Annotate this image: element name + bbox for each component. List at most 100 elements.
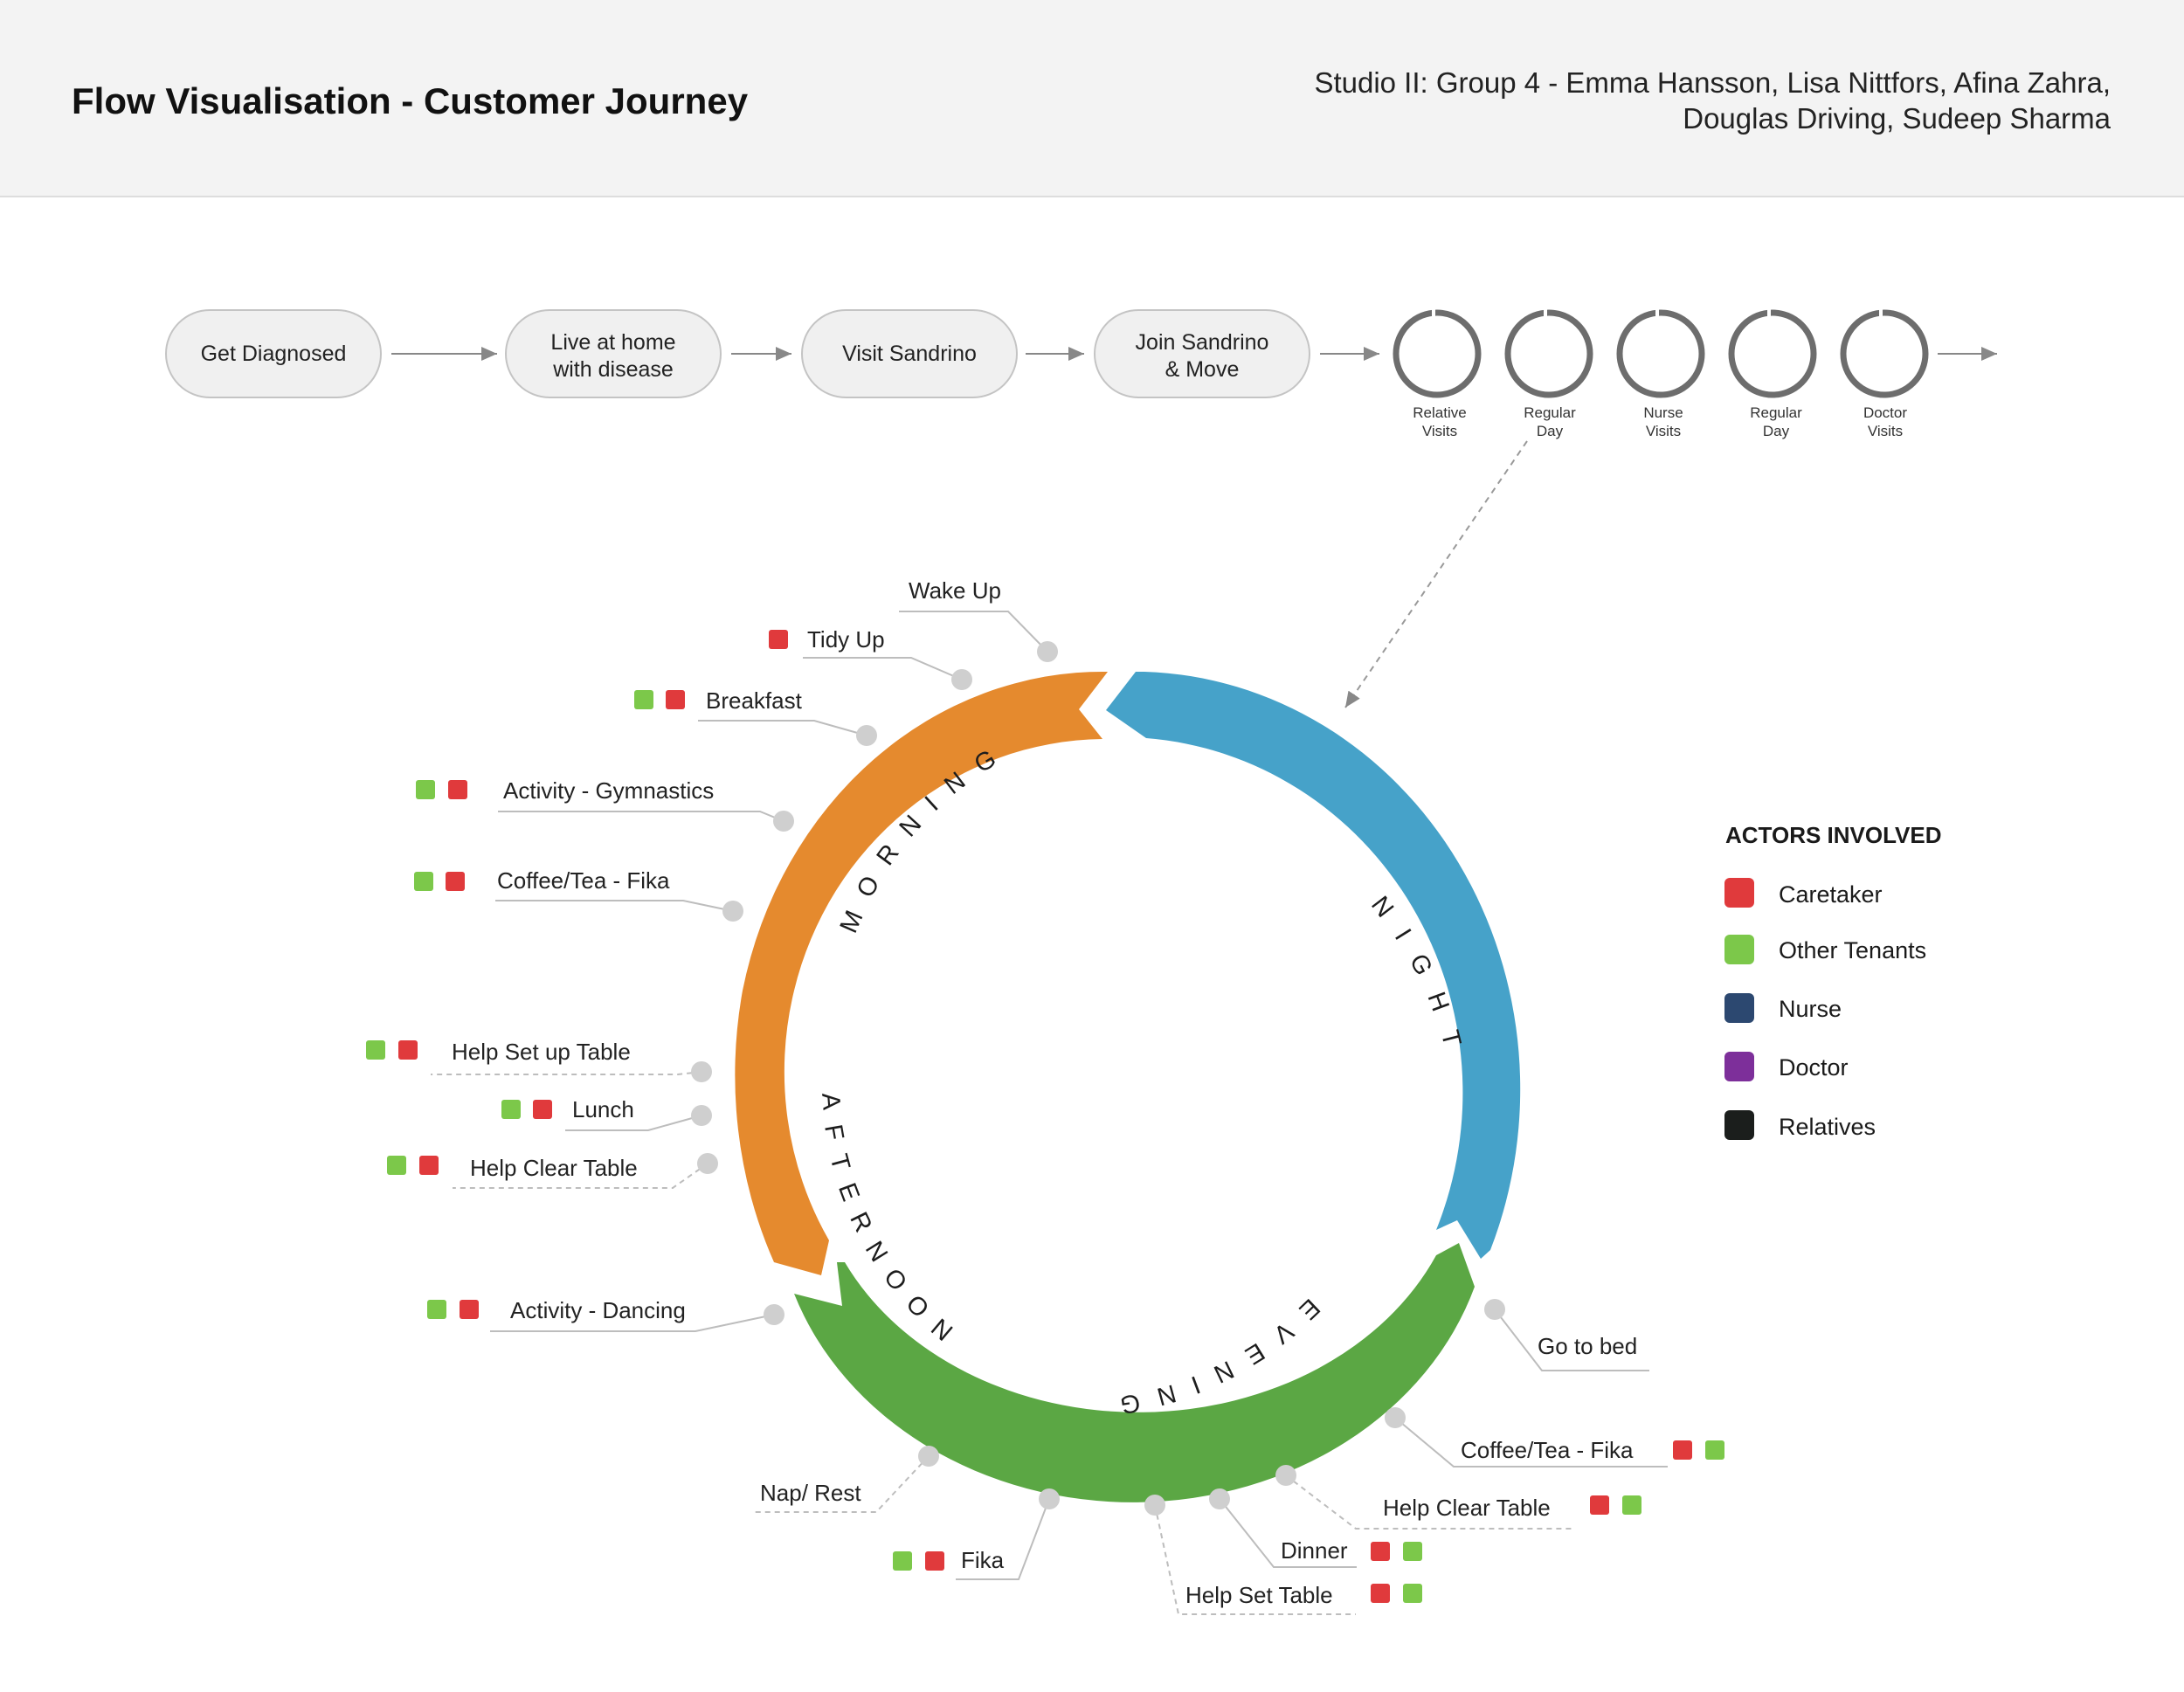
actor-other-tenants-marker [414,872,433,891]
credits-line-2: Douglas Driving, Sudeep Sharma [1683,102,2111,135]
activity-annotation[interactable]: Breakfast [634,687,877,746]
journey-step[interactable]: Get Diagnosed [165,309,382,398]
actor-caretaker-marker [448,780,467,799]
cycle-item[interactable]: Regular Day [1728,307,1817,439]
cycle-item[interactable]: Nurse Visits [1616,307,1705,439]
activity-label: Activity - Dancing [510,1297,686,1323]
cycle-icon [1616,307,1705,398]
cycle-icon [1840,307,1929,398]
actor-other-tenants-marker [1403,1584,1422,1603]
activity-annotation[interactable]: Help Clear Table [1275,1465,1641,1530]
activity-label: Help Clear Table [1383,1495,1551,1521]
legend-item-caretaker: Caretaker [1724,878,1883,908]
legend-swatch [1724,1052,1754,1081]
leader-line [1394,1417,1668,1468]
actor-other-tenants-marker [1705,1440,1724,1460]
cycle-label-line1: Relative [1413,404,1466,421]
legend-item-doctor: Doctor [1724,1052,1849,1081]
activity-annotation[interactable]: Activity - Dancing [427,1297,784,1332]
activity-annotation[interactable]: Coffee/Tea - Fika [1385,1407,1724,1468]
day-cycle-ring: MORNING NIGHT EVENING AFTERNOON [735,671,1521,1502]
leader-line [899,611,1048,653]
journey-steps: Get Diagnosed Live at home with disease … [165,309,1997,398]
journey-step[interactable]: Join Sandrino & Move [1094,309,1310,398]
actor-caretaker-marker [1590,1495,1609,1515]
activity-label: Help Clear Table [470,1155,638,1181]
legend-swatch [1724,1110,1754,1140]
actor-caretaker-marker [1371,1542,1390,1561]
cycle-label-line2: Day [1537,423,1564,439]
cycle-icon [1728,307,1817,398]
activity-label: Breakfast [706,687,803,714]
cycle-item[interactable]: Doctor Visits [1840,307,1929,439]
activity-annotation[interactable]: Dinner [1209,1488,1422,1568]
leader-line [565,1115,702,1131]
actor-caretaker-marker [460,1300,479,1319]
activity-annotation[interactable]: Nap/ Rest [751,1446,939,1513]
actor-other-tenants-marker [634,690,653,709]
leader-line [956,1498,1050,1580]
leader-line [1285,1474,1572,1530]
activity-annotation[interactable]: Tidy Up [769,626,972,690]
activity-dot [722,901,743,922]
step-label-line1: Join Sandrino [1136,330,1269,355]
activity-annotation[interactable]: Help Clear Table [387,1153,718,1189]
activity-dot [691,1061,712,1082]
activity-label: Nap/ Rest [760,1480,861,1506]
actor-other-tenants-marker [427,1300,446,1319]
cycle-label-line1: Doctor [1863,404,1907,421]
legend-label: Other Tenants [1779,937,1926,963]
activity-annotation[interactable]: Lunch [501,1096,712,1131]
activity-annotation[interactable]: Help Set Table [1144,1495,1422,1615]
cycle-label-line2: Visits [1868,423,1903,439]
activity-annotation[interactable]: Wake Up [899,577,1058,662]
leader-line [698,720,867,736]
step-label: Visit Sandrino [842,342,977,366]
cycle-item[interactable]: Regular Day [1504,307,1593,439]
cycle-item[interactable]: Relative Visits [1393,307,1482,439]
cycle-label-line1: Regular [1524,404,1576,421]
cycle-label-line1: Nurse [1643,404,1683,421]
step-label-line1: Live at home [550,330,675,355]
legend-item-relatives: Relatives [1724,1110,1876,1140]
activity-annotation[interactable]: Go to bed [1484,1299,1649,1371]
leader-line [490,1314,775,1332]
activity-annotation[interactable]: Help Set up Table [366,1039,712,1082]
activity-dot [1209,1488,1230,1509]
credits-line-1: Studio II: Group 4 - Emma Hansson, Lisa … [1314,66,2111,99]
header-bar: Flow Visualisation - Customer Journey St… [0,0,2184,197]
actor-caretaker-marker [1673,1440,1692,1460]
morning-segment [743,671,1108,991]
leader-line [498,811,784,822]
afternoon-segment [735,991,829,1275]
activity-dot [1144,1495,1165,1516]
legend-swatch [1724,935,1754,964]
activity-dot [951,669,972,690]
activity-label: Activity - Gymnastics [503,777,714,804]
cycle-icon [1393,307,1482,398]
actor-caretaker-marker [925,1551,944,1571]
evening-segment [794,1243,1475,1502]
activity-annotation[interactable]: Coffee/Tea - Fika [414,867,743,922]
actor-other-tenants-marker [416,780,435,799]
activity-label: Tidy Up [807,626,885,653]
activity-dot [1037,641,1058,662]
leader-line [495,900,734,912]
cycle-icons: Relative Visits Regular Day Nurse Visits [1393,307,1929,439]
actor-other-tenants-marker [387,1156,406,1175]
actor-caretaker-marker [419,1156,439,1175]
activity-dot [1275,1465,1296,1486]
journey-step[interactable]: Visit Sandrino [801,309,1018,398]
activity-label: Go to bed [1538,1333,1637,1359]
activity-dot [691,1105,712,1126]
activity-dot [1385,1407,1406,1428]
actors-legend: ACTORS INVOLVED Caretaker Other Tenants … [1724,822,1942,1140]
activity-annotation[interactable]: Fika [893,1488,1060,1580]
activity-annotation[interactable]: Activity - Gymnastics [416,777,794,832]
leader-line [1494,1309,1649,1371]
legend-item-other-tenants: Other Tenants [1724,935,1926,964]
page-title: Flow Visualisation - Customer Journey [72,80,749,121]
journey-step[interactable]: Live at home with disease [505,309,722,398]
